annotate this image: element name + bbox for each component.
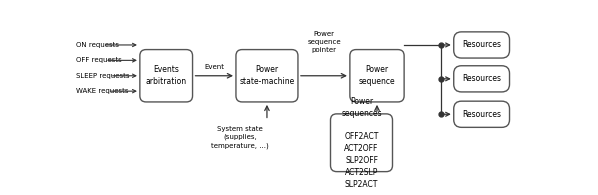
- Text: Events
arbitration: Events arbitration: [146, 65, 187, 86]
- Text: Resources: Resources: [462, 110, 501, 119]
- Text: ON requests: ON requests: [77, 42, 119, 48]
- FancyBboxPatch shape: [236, 50, 298, 102]
- Text: SLEEP requests: SLEEP requests: [77, 73, 130, 79]
- Text: Resources: Resources: [462, 40, 501, 50]
- FancyBboxPatch shape: [454, 66, 509, 92]
- FancyBboxPatch shape: [140, 50, 193, 102]
- FancyBboxPatch shape: [454, 32, 509, 58]
- FancyBboxPatch shape: [454, 101, 509, 127]
- Text: Event: Event: [205, 64, 224, 70]
- FancyBboxPatch shape: [331, 114, 392, 172]
- Text: Resources: Resources: [462, 74, 501, 83]
- FancyBboxPatch shape: [350, 50, 404, 102]
- Text: System state
(supplies,
temperature, ...): System state (supplies, temperature, ...…: [211, 126, 269, 149]
- Text: Power
sequence
pointer: Power sequence pointer: [307, 31, 341, 53]
- Text: Power
state-machine: Power state-machine: [239, 65, 295, 86]
- Text: WAKE requests: WAKE requests: [77, 88, 129, 94]
- Text: Power
sequences

OFF2ACT
ACT2OFF
SLP2OFF
ACT2SLP
SLP2ACT: Power sequences OFF2ACT ACT2OFF SLP2OFF …: [341, 97, 382, 189]
- Text: OFF requests: OFF requests: [77, 57, 122, 63]
- Text: Power
sequence: Power sequence: [359, 65, 395, 86]
